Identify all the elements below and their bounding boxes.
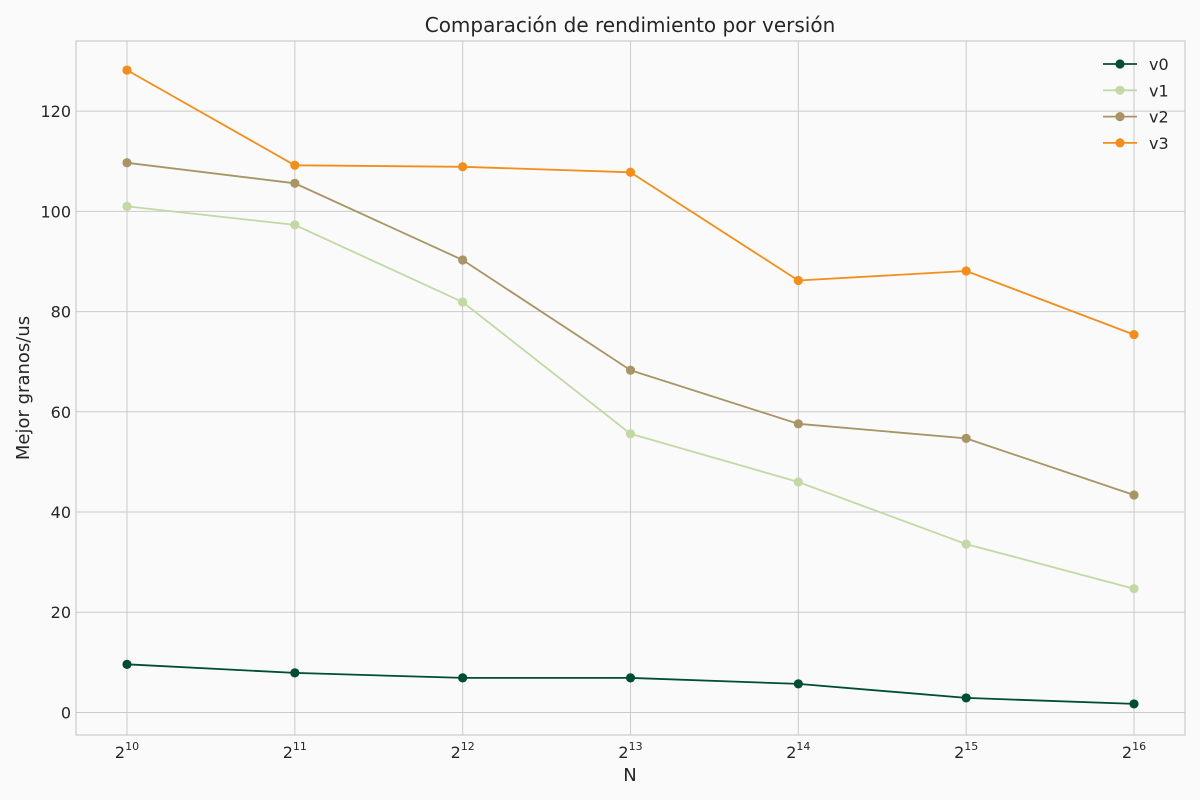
data-point-v0 <box>290 668 300 678</box>
legend-item-v3: v3 <box>1103 134 1169 153</box>
x-tick-label: 214 <box>786 740 810 762</box>
legend-swatch-marker <box>1115 138 1125 148</box>
y-axis-label: Mejor granos/us <box>13 316 34 460</box>
data-point-v1 <box>625 429 636 439</box>
data-point-v3 <box>458 162 468 172</box>
data-point-v3 <box>961 266 971 276</box>
series-v2 <box>122 158 1139 500</box>
series-v0 <box>122 659 1139 709</box>
data-point-v3 <box>290 160 300 170</box>
x-tick-label: 216 <box>1122 740 1146 762</box>
y-gridlines <box>76 110 1185 713</box>
data-point-v2 <box>793 419 803 429</box>
data-point-v2 <box>122 158 132 168</box>
data-point-v2 <box>625 365 636 375</box>
legend-item-v2: v2 <box>1103 108 1169 127</box>
data-point-v3 <box>122 65 132 75</box>
x-tick-label: 215 <box>954 740 978 762</box>
data-point-v1 <box>458 297 468 307</box>
x-gridlines <box>126 41 1135 735</box>
chart-title: Comparación de rendimiento por versión <box>425 13 836 37</box>
data-point-v3 <box>793 275 803 286</box>
legend-label: v3 <box>1149 134 1169 153</box>
legend-swatch-marker <box>1115 85 1125 95</box>
y-tick-label: 60 <box>51 403 71 422</box>
y-tick-label: 20 <box>51 603 71 622</box>
series-v3 <box>122 65 1139 340</box>
x-tick-label: 212 <box>451 740 475 762</box>
data-point-v1 <box>122 201 132 211</box>
legend-label: v2 <box>1149 108 1169 127</box>
plot-frame <box>75 40 1186 736</box>
legend-swatch-marker <box>1115 112 1125 122</box>
x-tick-label: 210 <box>115 740 139 762</box>
legend-label: v0 <box>1149 55 1169 74</box>
y-tick-label: 120 <box>40 102 71 121</box>
data-point-v0 <box>625 673 636 683</box>
series-v1 <box>122 201 1139 594</box>
data-point-v1 <box>1129 584 1139 594</box>
data-point-v0 <box>122 659 132 669</box>
y-tick-labels: 0 20 40 60 80 100 120 <box>40 102 71 722</box>
y-tick-label: 80 <box>51 303 71 322</box>
data-point-v1 <box>793 477 803 487</box>
data-point-v2 <box>1129 490 1139 500</box>
x-tick-labels: 210 211 212 213 214 215 216 <box>115 740 1146 762</box>
legend-swatch-marker <box>1115 59 1125 69</box>
data-point-v2 <box>961 433 971 443</box>
legend-label: v1 <box>1149 81 1169 100</box>
data-point-v3 <box>1129 330 1139 340</box>
data-point-v2 <box>458 255 468 265</box>
x-axis-label: N <box>623 765 636 786</box>
data-point-v3 <box>625 167 636 177</box>
y-tick-label: 40 <box>51 503 71 522</box>
y-tick-label: 100 <box>40 202 71 221</box>
legend: v0 v1 v2 v3 <box>1103 55 1169 153</box>
x-tick-label: 211 <box>283 740 307 762</box>
data-point-v0 <box>1129 699 1139 709</box>
series-layer <box>122 65 1139 709</box>
legend-item-v1: v1 <box>1103 81 1169 100</box>
data-point-v0 <box>793 679 803 689</box>
data-point-v0 <box>458 673 468 683</box>
data-point-v1 <box>290 220 300 230</box>
legend-item-v0: v0 <box>1103 55 1169 74</box>
data-point-v1 <box>961 539 971 549</box>
data-point-v2 <box>290 178 300 188</box>
data-point-v0 <box>961 693 971 703</box>
y-tick-label: 0 <box>61 703 71 722</box>
x-tick-label: 213 <box>618 740 642 762</box>
